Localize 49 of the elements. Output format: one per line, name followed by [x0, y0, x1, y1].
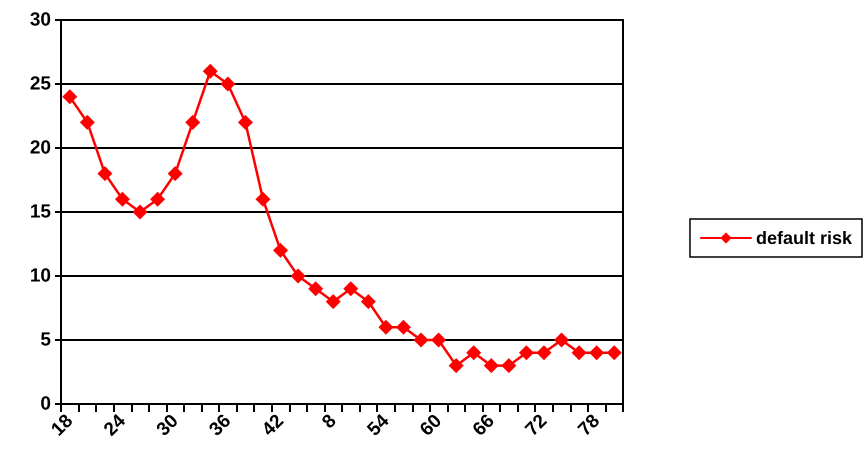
point — [572, 345, 587, 360]
point — [255, 192, 270, 207]
y-tick-label: 20 — [30, 138, 51, 158]
point — [396, 320, 411, 335]
point — [308, 281, 324, 296]
point — [273, 242, 288, 258]
point — [484, 358, 499, 374]
x-tick-label: 24 — [100, 410, 130, 440]
point — [414, 332, 429, 348]
point — [536, 345, 552, 360]
x-tick-label: 54 — [364, 410, 394, 440]
point — [448, 358, 464, 374]
point — [202, 64, 218, 79]
point — [554, 332, 570, 348]
x-tick-label: 30 — [152, 410, 183, 440]
point — [80, 114, 95, 130]
point — [238, 114, 253, 130]
y-tick-label: 10 — [30, 266, 51, 286]
legend-label: default risk — [756, 228, 853, 248]
point — [606, 345, 622, 360]
point — [150, 192, 166, 207]
y-tick-label: 30 — [30, 10, 51, 30]
point — [114, 192, 130, 207]
x-tick-label: 42 — [258, 410, 288, 440]
x-tick-label: 60 — [416, 410, 446, 440]
point — [466, 345, 482, 360]
y-tick-label: 5 — [40, 330, 52, 350]
point — [290, 268, 306, 284]
point — [343, 281, 358, 296]
point — [185, 114, 200, 130]
point — [378, 320, 394, 335]
point — [360, 294, 376, 310]
x-tick-label: 66 — [468, 410, 499, 440]
point — [501, 358, 516, 374]
point — [326, 294, 341, 310]
point — [220, 76, 236, 92]
point — [589, 345, 604, 360]
point — [431, 332, 446, 348]
y-tick-label: 15 — [30, 202, 52, 222]
point — [62, 89, 78, 104]
point — [168, 166, 183, 182]
point — [97, 166, 112, 182]
point — [518, 345, 534, 360]
y-tick-label: 25 — [30, 74, 52, 94]
x-tick-label: 8 — [318, 410, 341, 433]
point — [132, 204, 148, 220]
x-tick-label: 36 — [205, 410, 236, 440]
x-tick-label: 78 — [574, 410, 604, 440]
x-tick-label: 72 — [522, 410, 552, 440]
